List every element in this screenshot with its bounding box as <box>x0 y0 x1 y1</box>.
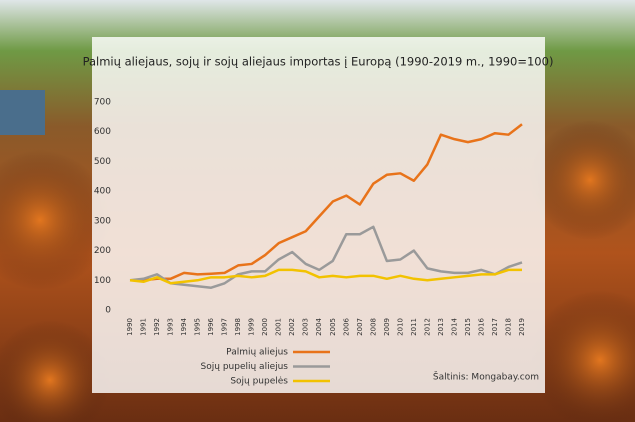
series-line <box>130 123 523 282</box>
x-tick-label: 2000 <box>261 318 269 336</box>
x-tick-label: 1997 <box>221 318 229 336</box>
x-tick-label: 1998 <box>234 318 242 336</box>
legend-label: Palmių aliejus <box>226 348 288 358</box>
x-tick-label: 2008 <box>369 318 377 336</box>
x-tick-label: 1990 <box>126 318 134 336</box>
chart-title: Palmių aliejaus, sojų ir sojų aliejaus i… <box>83 55 554 69</box>
x-tick-label: 2017 <box>491 318 499 336</box>
background-building <box>0 90 45 135</box>
legend-label: Sojų pupelės <box>230 377 288 387</box>
x-tick-label: 1991 <box>140 318 148 336</box>
x-tick-label: 2009 <box>383 318 391 336</box>
x-tick-label: 2012 <box>423 318 431 336</box>
y-tick-label: 400 <box>94 187 111 197</box>
background-fruit <box>0 150 110 290</box>
series-line <box>129 268 522 285</box>
x-tick-label: 2019 <box>518 318 526 336</box>
x-tick-label: 2013 <box>437 318 445 336</box>
x-tick-label: 2001 <box>275 318 283 336</box>
x-tick-label: 2006 <box>342 317 350 335</box>
y-tick-label: 500 <box>94 157 111 167</box>
y-tick-label: 200 <box>94 246 111 256</box>
source-note: Šaltinis: Mongabay.com <box>433 371 539 383</box>
x-tick-label: 2015 <box>464 318 472 336</box>
x-tick-label: 2002 <box>288 318 296 336</box>
legend-label: Sojų pupelių aliejus <box>201 362 289 372</box>
background-fruit <box>0 320 110 422</box>
x-tick-label: 1994 <box>180 317 188 335</box>
y-tick-label: 700 <box>94 98 111 108</box>
x-tick-label: 2011 <box>410 318 418 336</box>
y-tick-label: 100 <box>94 276 111 286</box>
x-tick-label: 2014 <box>450 317 458 335</box>
x-tick-label: 1996 <box>207 317 215 335</box>
x-tick-label: 1993 <box>167 318 175 336</box>
x-tick-label: 2004 <box>315 317 323 335</box>
x-tick-label: 2007 <box>356 318 364 336</box>
x-tick-label: 2018 <box>504 318 512 336</box>
background-fruit <box>530 290 635 422</box>
x-tick-label: 2005 <box>329 318 337 336</box>
x-tick-label: 1995 <box>194 318 202 336</box>
x-tick-label: 2010 <box>396 318 404 336</box>
x-tick-label: 1992 <box>153 318 161 336</box>
series-line <box>129 225 523 289</box>
background-fruit <box>530 120 635 240</box>
y-tick-label: 0 <box>105 306 111 316</box>
y-tick-label: 300 <box>94 216 111 226</box>
x-tick-label: 2016 <box>477 317 485 335</box>
x-tick-label: 1999 <box>248 318 256 336</box>
y-tick-label: 600 <box>94 127 111 137</box>
x-tick-label: 2003 <box>302 318 310 336</box>
chart-panel <box>92 37 545 393</box>
